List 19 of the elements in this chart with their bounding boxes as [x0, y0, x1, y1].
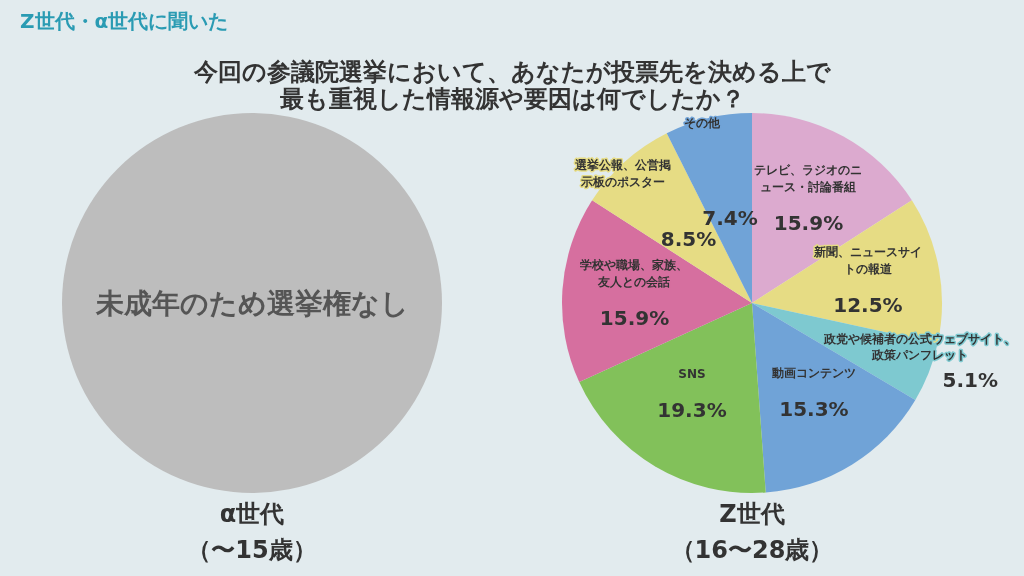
text: α世代（〜15歳） [187, 500, 317, 564]
data-label: 15.9% [599, 305, 670, 330]
pie-slice [579, 303, 766, 493]
slice-label: 動画コンテンツ [770, 366, 856, 381]
slice-label: SNS [678, 367, 706, 382]
slice-label: 新聞、ニュースサイトの報道 [812, 245, 922, 277]
slice-label: テレビ、ラジオのニュース・討論番組 [754, 162, 863, 194]
text: Z世代（16〜28歳） [670, 500, 834, 564]
data-label: 15.9% [773, 210, 844, 235]
slice-label: 選挙公報、公営掲示板のポスター [574, 157, 672, 189]
data-label: 12.5% [833, 293, 903, 318]
data-label: 5.1% [942, 368, 998, 393]
data-label: 8.5% [660, 227, 717, 252]
chart-subtitle: Z世代・α世代に聞いた [20, 9, 229, 33]
text: 今回の参議院選挙において、あなたが投票先を決める上で最も重視した情報源や要因は何でしたか？ [192, 58, 832, 113]
slice-label: 未成年のため選挙権なし [94, 287, 409, 320]
slice-label: 学校や職場、家族、友人との会話 [580, 257, 689, 289]
data-label: 19.3% [657, 398, 727, 423]
data-label: 15.3% [779, 397, 849, 422]
